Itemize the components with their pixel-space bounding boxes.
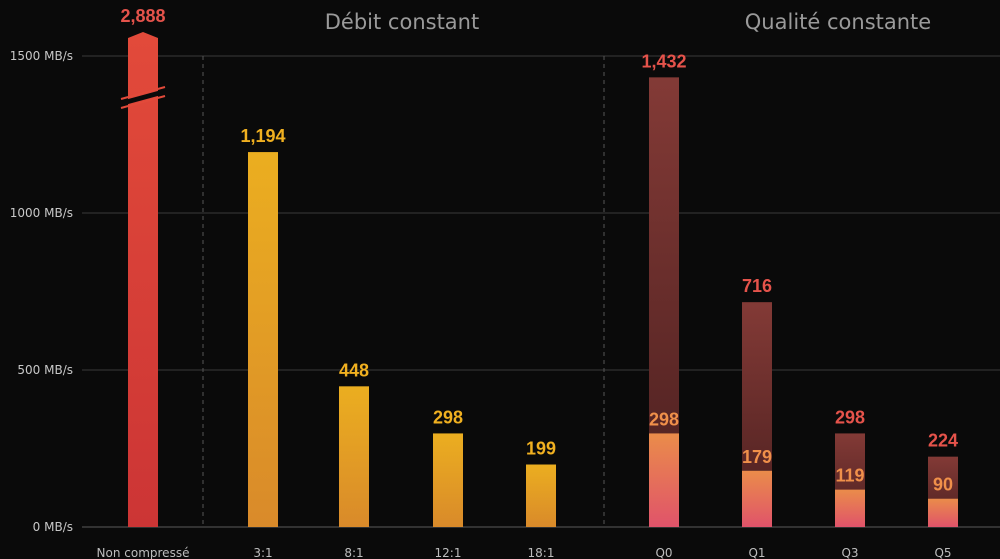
value-label: 224 <box>928 431 958 451</box>
value-label: 716 <box>742 276 772 296</box>
x-tick-label: 8:1 <box>344 546 363 559</box>
bar <box>128 32 158 527</box>
inner-value-label: 179 <box>742 447 772 467</box>
y-tick-label: 0 MB/s <box>33 520 73 534</box>
x-tick-label: Q0 <box>655 546 672 559</box>
axis-break-line <box>120 86 166 100</box>
bar <box>339 386 369 527</box>
bar <box>433 433 463 527</box>
axis-break-mark <box>121 89 165 106</box>
bar-inner <box>742 470 772 527</box>
y-tick-label: 1500 MB/s <box>10 49 73 63</box>
value-label: 448 <box>339 360 369 380</box>
inner-value-label: 119 <box>835 466 864 486</box>
bar-inner <box>835 489 865 527</box>
bar-inner <box>928 498 958 527</box>
x-tick-label: Non compressé <box>97 546 190 559</box>
value-label: 199 <box>526 439 556 459</box>
x-tick-label: 18:1 <box>528 546 555 559</box>
value-label: 298 <box>835 407 865 427</box>
inner-value-label: 298 <box>649 409 679 429</box>
group-title-quality: Qualité constante <box>745 10 931 34</box>
bar <box>248 152 278 528</box>
x-tick-label: Q5 <box>934 546 951 559</box>
x-tick-label: 3:1 <box>253 546 272 559</box>
value-label: 2,888 <box>120 6 165 26</box>
value-label: 1,194 <box>240 126 285 146</box>
y-tick-label: 500 MB/s <box>17 363 73 377</box>
y-tick-label: 1000 MB/s <box>10 206 73 220</box>
x-tick-label: 12:1 <box>435 546 462 559</box>
inner-value-label: 90 <box>933 475 953 495</box>
value-label: 1,432 <box>641 51 686 71</box>
x-tick-label: Q1 <box>748 546 765 559</box>
bar <box>526 464 556 527</box>
value-label: 298 <box>433 407 463 427</box>
group-title-cbr: Débit constant <box>325 10 479 34</box>
axis-break-line <box>120 95 166 109</box>
x-tick-label: Q3 <box>841 546 858 559</box>
bar-inner <box>649 433 679 527</box>
